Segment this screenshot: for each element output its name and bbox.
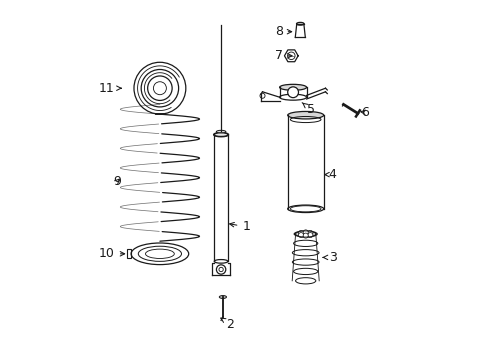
Text: 6: 6 — [360, 106, 368, 119]
Circle shape — [298, 230, 303, 235]
Text: 10: 10 — [99, 247, 124, 260]
Circle shape — [219, 267, 223, 272]
Text: 7: 7 — [274, 49, 291, 62]
Ellipse shape — [213, 132, 228, 137]
Text: 1: 1 — [229, 220, 250, 233]
Text: 9: 9 — [113, 175, 121, 188]
Text: 2: 2 — [220, 318, 234, 330]
Circle shape — [303, 233, 307, 238]
Text: 4: 4 — [324, 168, 336, 181]
Circle shape — [216, 265, 225, 274]
Text: 3: 3 — [322, 251, 336, 264]
Circle shape — [260, 93, 264, 98]
Bar — [126, 249, 131, 258]
Ellipse shape — [296, 22, 304, 25]
Text: 8: 8 — [274, 25, 291, 38]
Ellipse shape — [219, 296, 226, 298]
Circle shape — [287, 87, 298, 98]
Ellipse shape — [214, 133, 227, 136]
Circle shape — [298, 233, 303, 238]
Ellipse shape — [287, 112, 323, 119]
Circle shape — [303, 230, 307, 235]
Text: 11: 11 — [99, 82, 121, 95]
Ellipse shape — [279, 84, 306, 90]
Circle shape — [307, 233, 312, 238]
Circle shape — [307, 230, 312, 235]
Ellipse shape — [294, 231, 317, 237]
Ellipse shape — [216, 130, 225, 133]
Text: 5: 5 — [302, 103, 314, 116]
